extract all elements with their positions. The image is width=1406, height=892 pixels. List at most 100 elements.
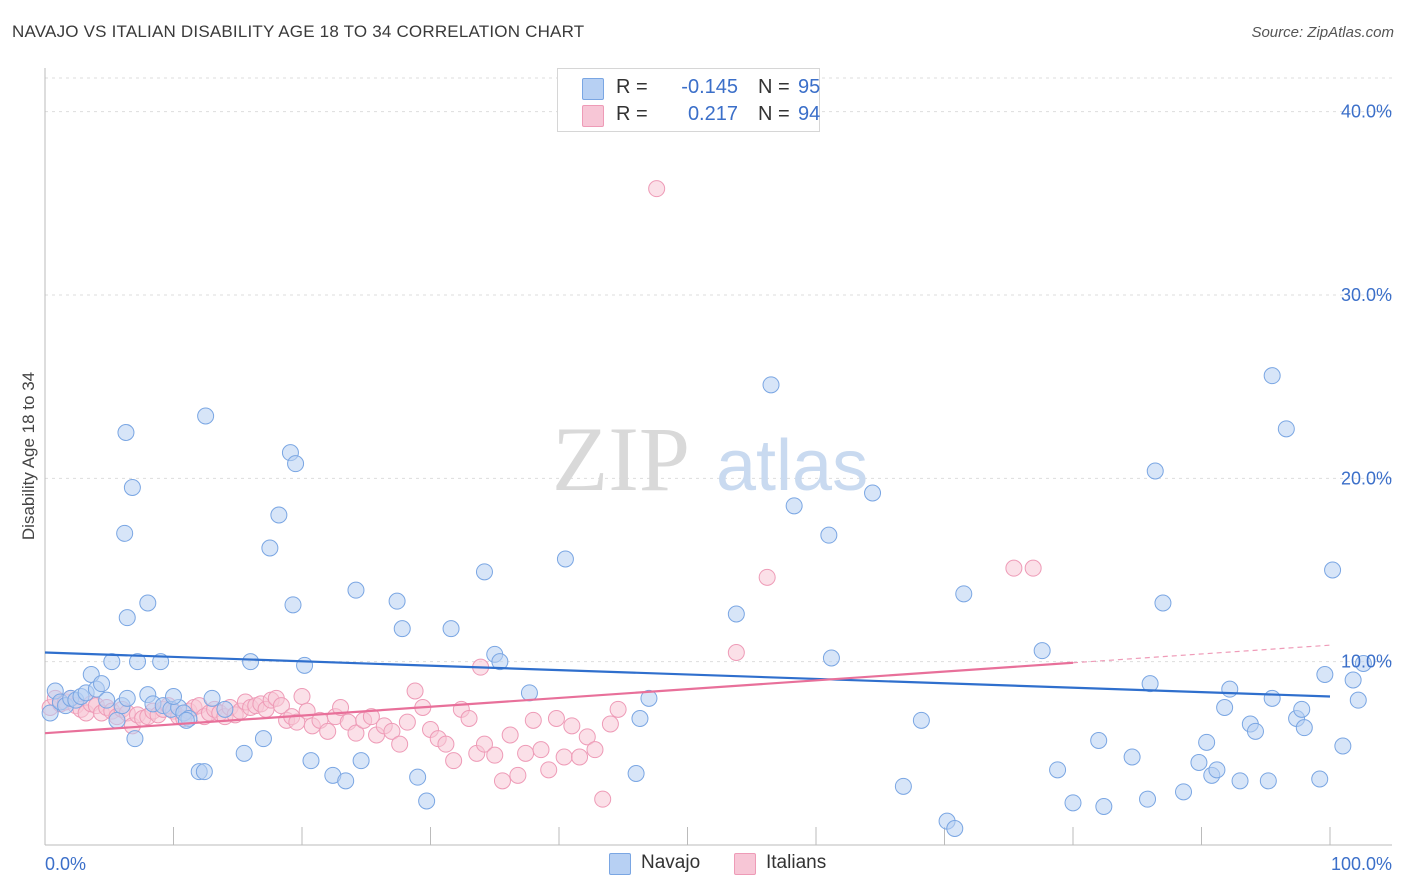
navajo-point <box>1139 790 1157 808</box>
italians-point <box>758 568 776 586</box>
navajo-point <box>118 609 136 627</box>
navajo-point <box>1216 699 1234 716</box>
navajo-point <box>302 752 320 770</box>
navajo-point <box>287 455 305 473</box>
italians-point <box>609 700 627 718</box>
italians-swatch <box>734 853 756 875</box>
navajo-point <box>1095 798 1113 815</box>
navajo-point <box>1344 671 1362 689</box>
italians-point <box>594 790 612 808</box>
navajo-point <box>556 550 574 568</box>
correlation-legend: R = -0.145 N = 95 R = 0.217 N = 94 <box>557 68 820 132</box>
y-axis-label: Disability Age 18 to 34 <box>19 372 38 540</box>
r-label: R = <box>616 103 648 125</box>
italians-point <box>391 735 409 753</box>
navajo-point <box>946 820 964 837</box>
navajo-point <box>1277 420 1295 438</box>
navajo-point <box>1354 655 1372 672</box>
r-label: R = <box>616 76 648 98</box>
italians-point <box>460 710 478 727</box>
navajo-point <box>1246 722 1264 740</box>
navajo-point <box>242 653 260 671</box>
italians-swatch <box>582 105 604 127</box>
navajo-point <box>270 506 288 524</box>
navajo-point <box>1033 642 1051 660</box>
italians-point <box>563 717 581 735</box>
navajo-point <box>1263 367 1281 385</box>
italians-point <box>383 722 401 740</box>
italians-point <box>524 711 542 729</box>
navajo-point <box>103 653 121 671</box>
italians-point <box>727 644 745 661</box>
tick-labels: 10.0% 20.0% 30.0% 40.0% 0.0% 100.0% <box>45 102 1392 874</box>
watermark-zip: ZIP <box>552 408 690 510</box>
navajo-point <box>1324 561 1342 579</box>
navajo-point <box>284 596 302 614</box>
navajo-point <box>1154 594 1172 612</box>
italians-point <box>578 728 596 746</box>
navajo-point <box>955 585 973 603</box>
navajo-point <box>1349 691 1367 709</box>
navajo-point <box>822 649 840 667</box>
italians-point <box>475 735 493 753</box>
navajo-point <box>117 424 135 441</box>
navajo-point <box>627 765 645 782</box>
y-tick-label: 40.0% <box>1341 102 1392 122</box>
navajo-point <box>1208 761 1226 779</box>
navajo-point <box>912 711 930 729</box>
navajo-point <box>1231 772 1249 790</box>
navajo-point <box>195 763 213 781</box>
navajo-point <box>1175 783 1193 801</box>
navajo-point <box>337 772 355 790</box>
navajo-point <box>1064 794 1082 812</box>
italians-point <box>509 766 527 784</box>
navajo-point <box>1141 675 1159 693</box>
navajo-point <box>418 792 436 810</box>
italians-point <box>486 746 504 764</box>
navajo-point <box>1316 666 1334 683</box>
navajo-point <box>41 704 59 722</box>
watermark: ZIP atlas <box>552 408 868 510</box>
navajo-point <box>1221 680 1239 698</box>
navajo-point <box>894 777 912 795</box>
navajo-point <box>1123 748 1141 766</box>
watermark-atlas: atlas <box>716 426 868 506</box>
italians-point <box>493 772 511 790</box>
navajo-point <box>393 620 411 638</box>
navajo-point <box>197 407 215 425</box>
series-legend: Navajo Italians <box>0 852 1406 878</box>
italians-point <box>437 735 455 753</box>
italians-point <box>586 741 604 759</box>
navajo-point <box>296 656 314 674</box>
navajo-point <box>785 497 803 515</box>
italians-point <box>362 708 380 726</box>
navajo-point <box>475 563 493 581</box>
y-tick-label: 10.0% <box>1341 652 1392 672</box>
navajo-point <box>235 744 253 762</box>
navajo-point <box>631 710 649 727</box>
navajo-point <box>126 730 144 748</box>
navajo-point <box>139 594 157 612</box>
navajo-swatch <box>582 78 604 100</box>
navajo-point <box>1263 689 1281 707</box>
navajo-swatch <box>609 853 631 875</box>
italians-point <box>648 180 666 198</box>
italians-point <box>532 741 550 759</box>
n-label: N = <box>758 76 790 98</box>
navajo-point <box>254 730 272 748</box>
italians-point <box>1024 559 1042 577</box>
italians-point <box>332 699 350 716</box>
navajo-point <box>93 675 111 693</box>
n-value: 95 <box>798 76 821 98</box>
navajo-point <box>98 691 116 709</box>
navajo-point <box>177 711 195 729</box>
navajo-point <box>116 524 134 542</box>
chart-title: NAVAJO VS ITALIAN DISABILITY AGE 18 TO 3… <box>12 22 585 41</box>
navajo-trend-line <box>44 651 1331 698</box>
italians-point <box>398 713 416 731</box>
italians-point <box>1005 559 1023 577</box>
r-value: -0.145 <box>681 76 738 98</box>
x-tick-label: 0.0% <box>45 854 86 874</box>
navajo-point <box>1293 700 1311 718</box>
